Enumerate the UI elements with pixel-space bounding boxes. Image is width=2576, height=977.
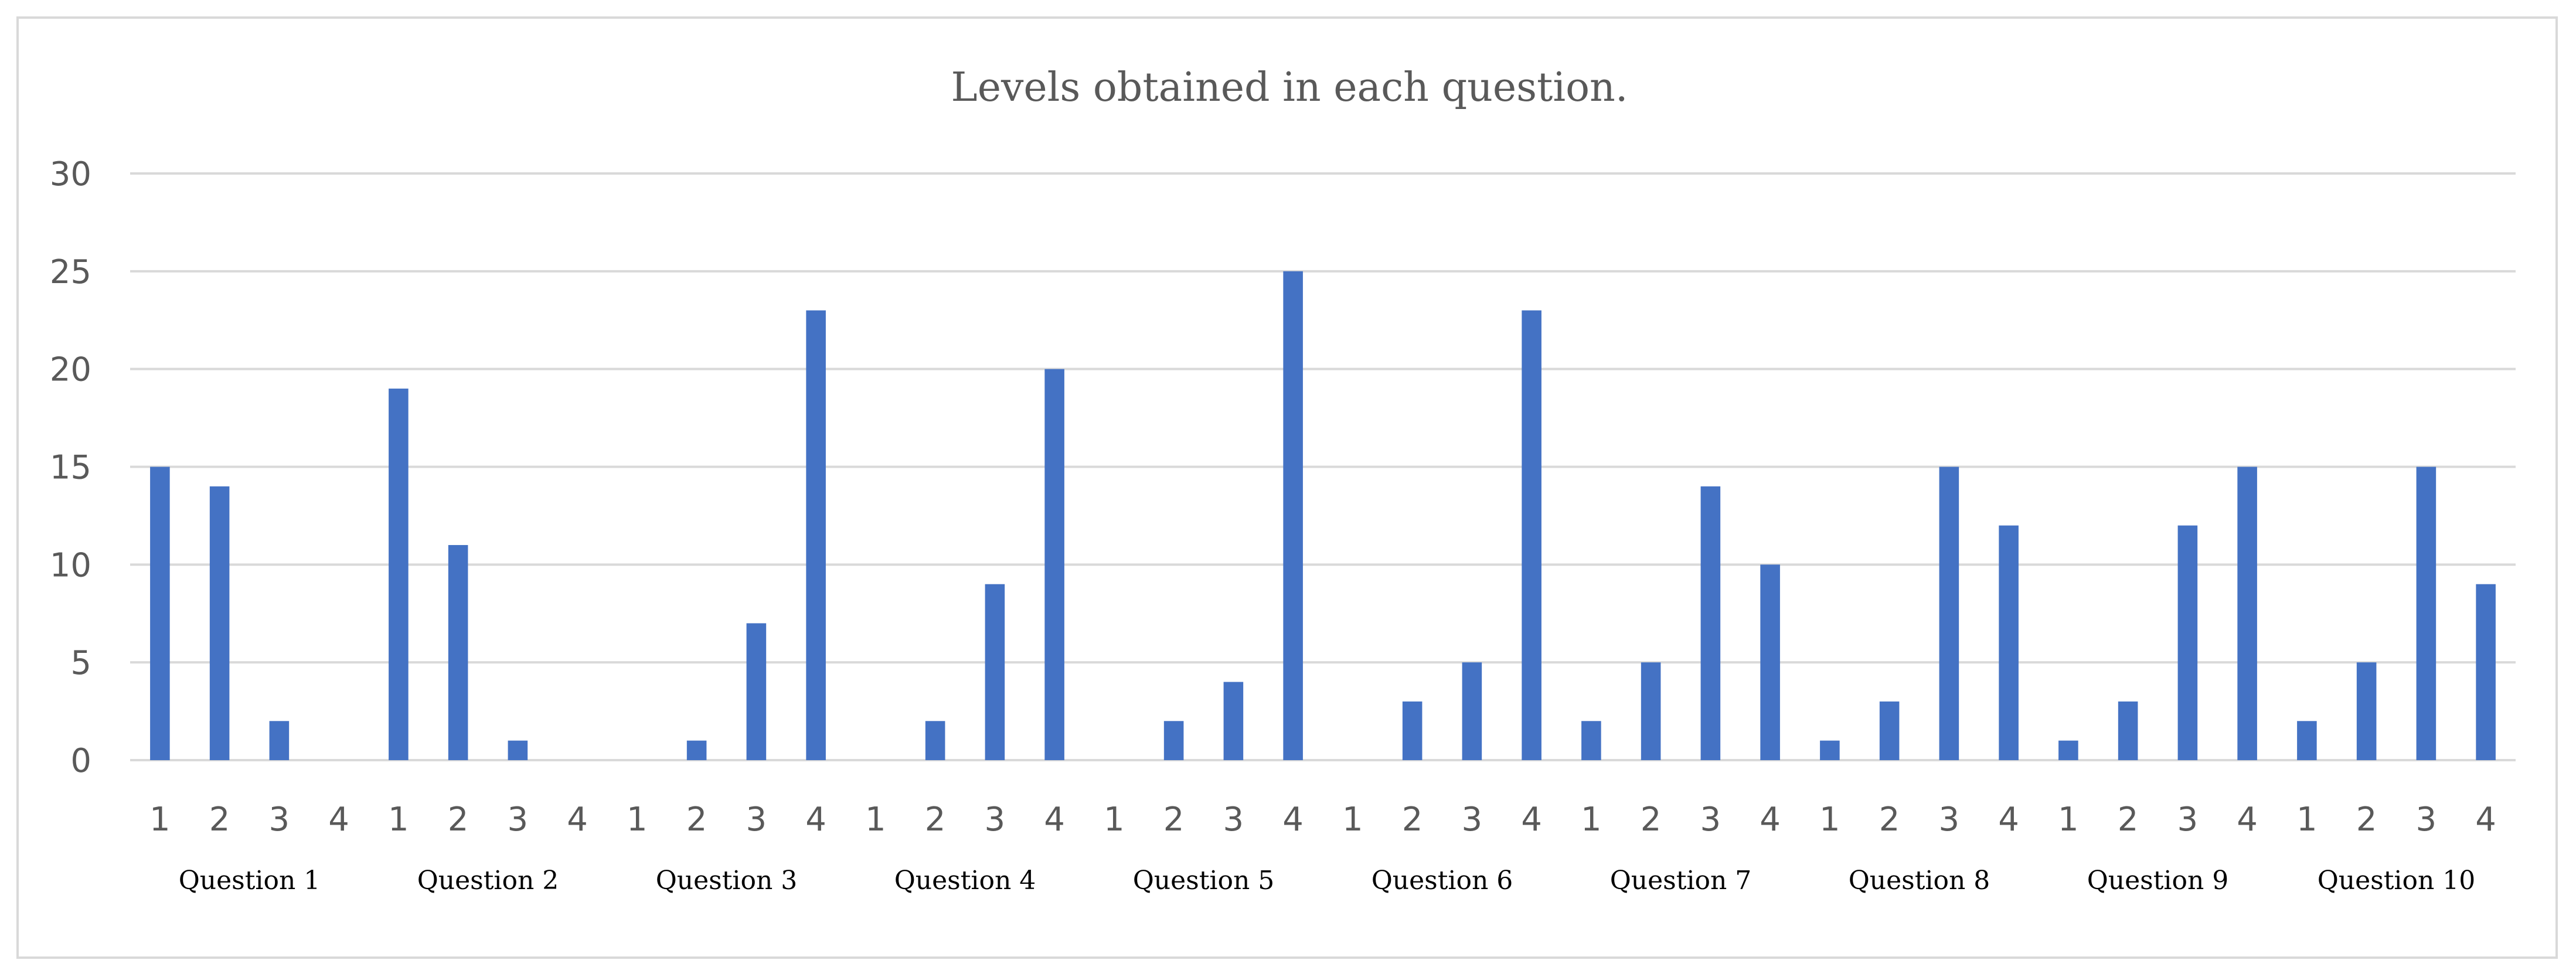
bar	[448, 544, 468, 760]
x-tick-label: 2	[686, 801, 707, 839]
x-tick-label: 2	[2356, 801, 2377, 839]
chart-title: Levels obtained in each question.	[951, 64, 1628, 111]
bar	[686, 740, 707, 760]
bar	[2118, 701, 2138, 760]
bar	[1402, 701, 1423, 760]
y-tick-label: 10	[50, 546, 91, 584]
bar	[2416, 467, 2437, 760]
x-tick-label: 3	[746, 801, 767, 839]
x-tick-label: 3	[1223, 801, 1244, 839]
bar	[269, 721, 290, 760]
x-tick-label: 2	[1879, 801, 1900, 839]
bar	[1700, 486, 1721, 760]
x-tick-label: 1	[388, 801, 409, 839]
bar	[1999, 525, 2019, 760]
x-tick-label: 2	[1641, 801, 1662, 839]
group-label: Question 1	[179, 866, 321, 896]
x-tick-label: 4	[1282, 801, 1304, 839]
x-tick-label: 2	[1163, 801, 1185, 839]
gridlines	[130, 172, 2516, 761]
group-label: Question 9	[2087, 866, 2229, 896]
y-tick-label: 0	[70, 742, 91, 780]
bar	[806, 310, 826, 760]
group-label: Question 2	[417, 866, 559, 896]
bar	[1522, 310, 1541, 760]
bar	[2058, 740, 2078, 760]
x-tick-label: 4	[1044, 801, 1065, 839]
bar	[1581, 721, 1601, 760]
x-tick-label: 4	[1998, 801, 2019, 839]
bar	[508, 740, 528, 760]
bar	[1223, 682, 1244, 760]
x-tick-label: 4	[805, 801, 826, 839]
x-tick-label: 1	[2058, 801, 2079, 839]
group-label: Question 4	[894, 866, 1036, 896]
x-tick-label: 2	[2118, 801, 2139, 839]
x-tick-label: 1	[1819, 801, 1840, 839]
bar	[1879, 701, 1900, 760]
x-tick-label: 4	[2475, 801, 2496, 839]
y-tick-label: 30	[50, 155, 91, 193]
bar	[2297, 721, 2317, 760]
x-tick-label: 4	[567, 801, 588, 839]
bar	[746, 623, 767, 760]
group-label: Question 5	[1133, 866, 1275, 896]
bar	[2177, 525, 2198, 760]
bar	[1044, 369, 1064, 760]
bars	[150, 271, 2496, 760]
x-tick-label: 2	[448, 801, 469, 839]
y-tick-label: 15	[50, 449, 91, 487]
x-tick-label: 3	[1700, 801, 1721, 839]
y-tick-label: 25	[50, 253, 91, 291]
group-label: Question 6	[1372, 866, 1513, 896]
bar	[925, 721, 945, 760]
x-tick-label: 2	[209, 801, 230, 839]
x-tick-label: 1	[865, 801, 886, 839]
x-tick-label: 3	[2177, 801, 2199, 839]
bar	[1939, 467, 1959, 760]
x-tick-label: 2	[925, 801, 946, 839]
bar	[389, 389, 409, 760]
bar	[1820, 740, 1840, 760]
group-label: Question 3	[656, 866, 798, 896]
bar	[1641, 662, 1661, 760]
group-label: Question 7	[1610, 866, 1752, 896]
x-tick-label: 1	[149, 801, 171, 839]
x-tick-label: 3	[985, 801, 1006, 839]
bar	[1462, 662, 1482, 760]
x-tick-label: 4	[1521, 801, 1542, 839]
x-tick-label: 4	[1760, 801, 1781, 839]
x-tick-label: 3	[1462, 801, 1483, 839]
bar	[2237, 467, 2257, 760]
group-labels: Question 1 Question 2 Question 3 Question 4…	[179, 866, 2476, 896]
x-tick-label: 3	[269, 801, 290, 839]
chart-frame: Levels obtained in each question. 0 5 10 15…	[16, 16, 2558, 959]
bar	[1283, 271, 1303, 760]
group-label: Question 10	[2318, 866, 2476, 896]
bar	[150, 467, 170, 760]
x-tick-label: 4	[2237, 801, 2258, 839]
bar	[1760, 564, 1780, 760]
x-tick-label: 1	[1104, 801, 1125, 839]
bar	[985, 584, 1005, 760]
bar	[2476, 584, 2496, 760]
bar	[2356, 662, 2377, 760]
bar	[1163, 721, 1184, 760]
x-tick-label: 2	[1402, 801, 1423, 839]
x-tick-label: 1	[1342, 801, 1363, 839]
group-label: Question 8	[1849, 866, 1990, 896]
x-tick-label: 1	[1581, 801, 1602, 839]
x-tick-label: 3	[508, 801, 529, 839]
y-axis-ticks: 0 5 10 15 20 25 30	[50, 155, 91, 780]
x-tick-label: 4	[328, 801, 349, 839]
x-tick-label: 1	[2296, 801, 2318, 839]
x-tick-label: 1	[627, 801, 648, 839]
x-tick-label: 3	[1939, 801, 1960, 839]
y-tick-label: 5	[70, 644, 91, 682]
bar-chart: Levels obtained in each question. 0 5 10 15…	[50, 64, 2516, 896]
x-tick-label: 3	[2416, 801, 2437, 839]
bar	[209, 486, 230, 760]
y-tick-label: 20	[50, 351, 91, 389]
